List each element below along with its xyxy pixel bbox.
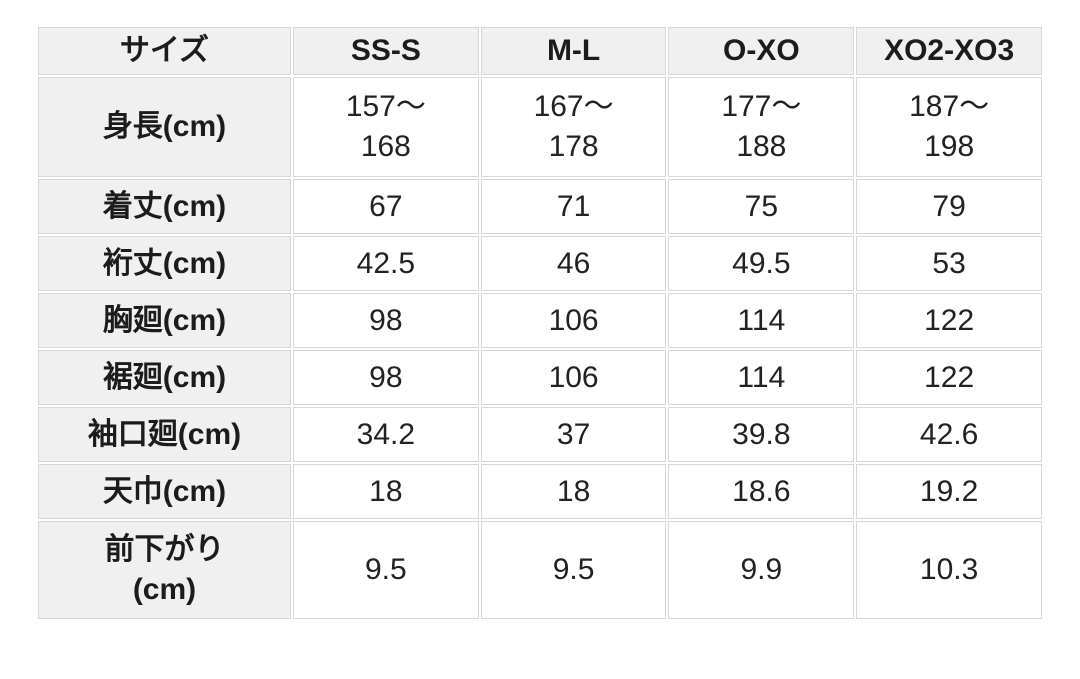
value-cell: 37 xyxy=(480,407,667,462)
value-cell: 167〜 178 xyxy=(480,77,667,177)
value-cell: 75 xyxy=(668,179,855,234)
size-chart-table: サイズ SS-S M-L O-XO XO2-XO3 身長(cm) 157〜 16… xyxy=(36,25,1044,621)
value-cell: 98 xyxy=(292,350,479,405)
value-cell: 114 xyxy=(668,350,855,405)
value-cell: 106 xyxy=(480,350,667,405)
value-cell: 187〜 198 xyxy=(856,77,1042,177)
header-cell-ss-s: SS-S xyxy=(292,27,479,75)
value-cell: 9.5 xyxy=(292,521,479,619)
row-chest: 胸廻(cm) 98 106 114 122 xyxy=(38,293,1042,348)
row-label: 天巾(cm) xyxy=(38,464,291,519)
header-cell-o-xo: O-XO xyxy=(668,27,855,75)
page: サイズ SS-S M-L O-XO XO2-XO3 身長(cm) 157〜 16… xyxy=(36,25,1044,621)
value-cell: 10.3 xyxy=(856,521,1042,619)
value-cell: 53 xyxy=(856,236,1042,291)
row-sleeve-length: 裄丈(cm) 42.5 46 49.5 53 xyxy=(38,236,1042,291)
value-cell: 71 xyxy=(480,179,667,234)
row-label: 袖口廻(cm) xyxy=(38,407,291,462)
value-cell: 98 xyxy=(292,293,479,348)
value-cell: 106 xyxy=(480,293,667,348)
value-cell: 79 xyxy=(856,179,1042,234)
row-label: 着丈(cm) xyxy=(38,179,291,234)
value-cell: 42.6 xyxy=(856,407,1042,462)
value-cell: 18 xyxy=(292,464,479,519)
value-cell: 18 xyxy=(480,464,667,519)
header-cell-m-l: M-L xyxy=(480,27,667,75)
value-cell: 122 xyxy=(856,293,1042,348)
row-label: 裄丈(cm) xyxy=(38,236,291,291)
row-label: 前下がり (cm) xyxy=(38,521,291,619)
row-body-length: 着丈(cm) 67 71 75 79 xyxy=(38,179,1042,234)
value-cell: 42.5 xyxy=(292,236,479,291)
value-cell: 18.6 xyxy=(668,464,855,519)
value-cell: 19.2 xyxy=(856,464,1042,519)
header-cell-xo2-xo3: XO2-XO3 xyxy=(856,27,1042,75)
value-cell: 122 xyxy=(856,350,1042,405)
value-cell: 114 xyxy=(668,293,855,348)
value-cell: 9.5 xyxy=(480,521,667,619)
row-label: 身長(cm) xyxy=(38,77,291,177)
value-cell: 39.8 xyxy=(668,407,855,462)
header-cell-size: サイズ xyxy=(38,27,291,75)
value-cell: 34.2 xyxy=(292,407,479,462)
value-cell: 177〜 188 xyxy=(668,77,855,177)
value-cell: 157〜 168 xyxy=(292,77,479,177)
row-hem: 裾廻(cm) 98 106 114 122 xyxy=(38,350,1042,405)
value-cell: 9.9 xyxy=(668,521,855,619)
value-cell: 67 xyxy=(292,179,479,234)
row-label: 胸廻(cm) xyxy=(38,293,291,348)
value-cell: 49.5 xyxy=(668,236,855,291)
row-height: 身長(cm) 157〜 168 167〜 178 177〜 188 187〜 1… xyxy=(38,77,1042,177)
row-label: 裾廻(cm) xyxy=(38,350,291,405)
row-cuff: 袖口廻(cm) 34.2 37 39.8 42.6 xyxy=(38,407,1042,462)
row-neck-width: 天巾(cm) 18 18 18.6 19.2 xyxy=(38,464,1042,519)
size-chart-header-row: サイズ SS-S M-L O-XO XO2-XO3 xyxy=(38,27,1042,75)
value-cell: 46 xyxy=(480,236,667,291)
row-front-drop: 前下がり (cm) 9.5 9.5 9.9 10.3 xyxy=(38,521,1042,619)
